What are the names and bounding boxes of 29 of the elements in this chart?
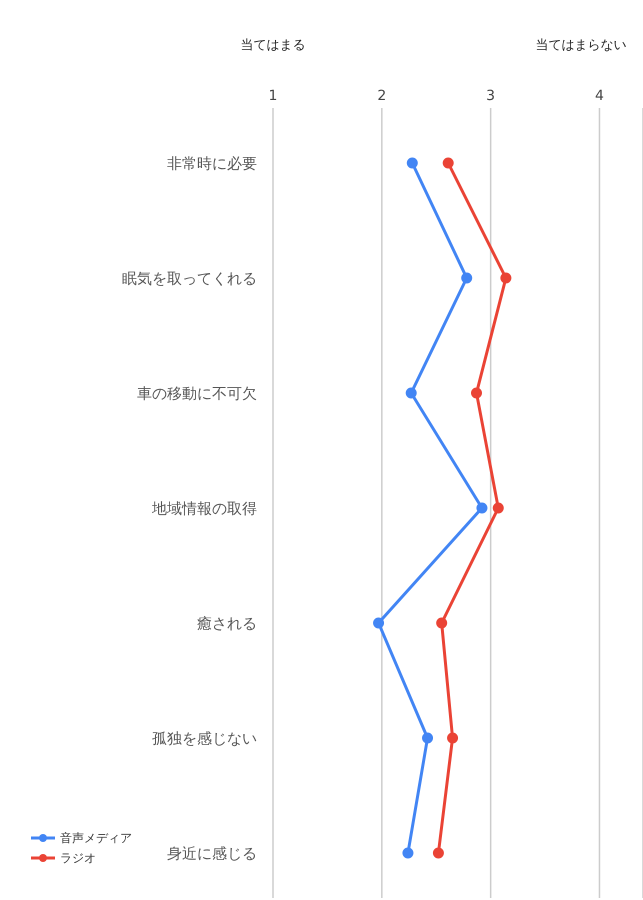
legend-label: 音声メディア [60, 830, 132, 846]
y-tick-label: 身近に感じる [167, 844, 257, 862]
point [432, 848, 444, 858]
point [500, 272, 512, 284]
point [422, 732, 434, 744]
text: 当てはまらない [534, 37, 628, 54]
point [406, 158, 418, 168]
x-tick-label: 3 [486, 88, 496, 104]
x-tick-label: 1 [268, 88, 278, 104]
x-tick-label: 2 [377, 88, 386, 104]
y-tick-label: 眠気を取ってくれる [122, 269, 257, 288]
y-tick-label: 地域情報の取得 [151, 499, 257, 518]
point [476, 502, 488, 514]
y-tick-label: 癒される [197, 614, 257, 632]
point [373, 618, 384, 628]
point [447, 732, 458, 744]
point [471, 388, 482, 398]
legend-label: ラジオ [60, 850, 96, 866]
point [492, 502, 504, 514]
point [402, 848, 414, 858]
point [436, 618, 448, 628]
text: 当てはまる [240, 37, 306, 54]
point [461, 272, 472, 284]
point [442, 158, 454, 168]
y-tick-label: 孤独を感じない [152, 729, 257, 748]
x-tick-label: 4 [595, 88, 604, 104]
point [406, 388, 417, 398]
y-tick-label: 非常時に必要 [167, 154, 257, 172]
y-tick-label: 車の移動に不可欠 [137, 384, 257, 402]
